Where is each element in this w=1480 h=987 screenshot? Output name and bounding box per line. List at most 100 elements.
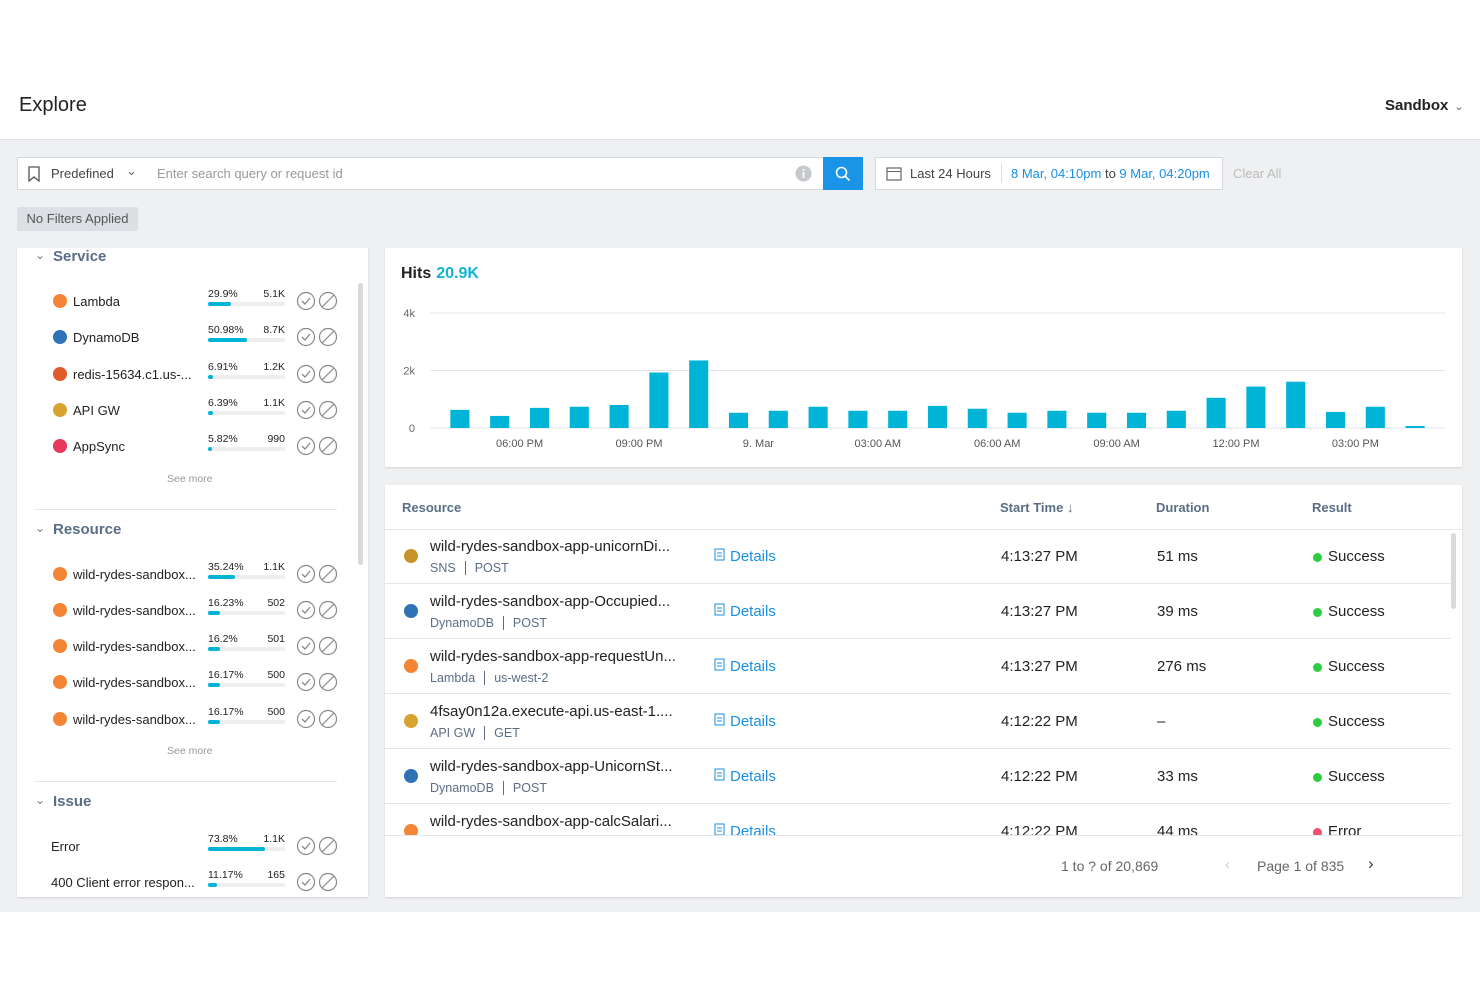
meta-item: DynamoDB xyxy=(430,616,494,630)
start-time: 4:12:22 PM xyxy=(1001,823,1078,836)
include-exclude[interactable] xyxy=(296,291,340,311)
column-header[interactable]: Duration xyxy=(1156,500,1210,515)
predefined-select[interactable]: Predefined ⌄ xyxy=(17,157,150,190)
hits-chart: Hits 20.9K 0 2k 4k 06:00 PM 09:00 PM 9. Mar 03:… xyxy=(401,265,1445,450)
start-time: 4:13:27 PM xyxy=(1001,658,1078,675)
facet-item-name[interactable]: DynamoDB xyxy=(73,330,140,346)
actions xyxy=(296,291,340,316)
resource-icon xyxy=(404,769,418,783)
search-button[interactable] xyxy=(823,157,863,190)
facet-count: 500 xyxy=(267,669,285,682)
facet-title[interactable]: Resource xyxy=(53,520,122,538)
column-header[interactable]: Result xyxy=(1312,500,1352,515)
facet-item-name[interactable]: 400 Client error respon... xyxy=(51,875,195,891)
include-exclude[interactable] xyxy=(296,364,340,384)
percent-track xyxy=(208,719,285,724)
details-link[interactable]: Details xyxy=(714,603,776,620)
facet-count: 165 xyxy=(267,869,285,882)
include-exclude[interactable] xyxy=(296,564,340,584)
table-row[interactable]: wild-rydes-sandbox-app-requestUn... Lambd… xyxy=(385,639,1451,694)
include-exclude[interactable] xyxy=(296,709,340,729)
facet-item-name[interactable]: redis-15634.c1.us-... xyxy=(73,366,192,382)
table-row[interactable]: wild-rydes-sandbox-app-Occupied... Dynamo… xyxy=(385,584,1451,639)
range-to: 9 Mar, 04:20pm xyxy=(1119,166,1210,181)
include-exclude[interactable] xyxy=(296,327,340,347)
info-icon[interactable] xyxy=(795,165,812,182)
chevron: ⌄ xyxy=(35,793,46,807)
date-range[interactable]: Last 24 Hours 8 Mar, 04:10pm to 9 Mar, 0… xyxy=(875,157,1223,190)
include-exclude[interactable] xyxy=(296,872,340,892)
facet-item-name[interactable]: Error xyxy=(51,839,80,854)
facet-count: 502 xyxy=(267,596,285,609)
facet-item-name[interactable]: wild-rydes-sandbox... xyxy=(73,675,196,691)
details-link[interactable]: Details xyxy=(714,768,776,785)
x-tick-label: 06:00 PM xyxy=(496,438,543,450)
doc-icon xyxy=(714,658,725,671)
duration: 39 ms xyxy=(1157,603,1198,620)
include-exclude[interactable] xyxy=(296,400,340,420)
bar xyxy=(1206,397,1226,428)
table-row[interactable]: 4fsay0n12a.execute-api.us-east-1.... API … xyxy=(385,694,1451,749)
chevron: ⌄ xyxy=(35,520,46,535)
column-header[interactable]: Resource xyxy=(402,500,462,515)
facet-percent: 6.39% xyxy=(208,396,238,409)
x-tick-label: 09:00 PM xyxy=(615,438,662,450)
percent-bar xyxy=(208,302,232,306)
bar xyxy=(1246,386,1266,428)
resource-name: wild-rydes-sandbox-app-calcSalari... xyxy=(430,813,672,830)
include-exclude[interactable] xyxy=(296,836,340,856)
column-header[interactable]: Start Time ↓ xyxy=(1000,500,1074,515)
facet-item-name[interactable]: wild-rydes-sandbox... xyxy=(73,602,196,618)
details-link[interactable]: Details xyxy=(714,823,776,835)
clear-all[interactable]: Clear All xyxy=(1233,166,1282,181)
facet-item-name[interactable]: wild-rydes-sandbox... xyxy=(73,711,196,727)
search-input[interactable]: Enter search query or request id xyxy=(149,157,824,190)
facet-item-name[interactable]: AppSync xyxy=(73,439,126,455)
workspace-select[interactable]: Sandbox ⌄ xyxy=(1385,97,1464,114)
actions xyxy=(296,836,340,861)
prev-page[interactable]: ‹ xyxy=(1225,856,1230,872)
next-page[interactable]: › xyxy=(1368,854,1374,873)
facet-item-name[interactable]: wild-rydes-sandbox... xyxy=(73,639,196,655)
resource-icon xyxy=(404,824,418,835)
table-row[interactable]: wild-rydes-sandbox-app-calcSalari...Lamb… xyxy=(385,804,1451,836)
facet-percent: 50.98% xyxy=(208,324,244,337)
table-row[interactable]: wild-rydes-sandbox-app-UnicornSt... Dynam… xyxy=(385,749,1451,804)
facet-item-name[interactable]: Lambda xyxy=(73,294,120,309)
details-link[interactable]: Details xyxy=(714,713,776,730)
chart-title: Hits xyxy=(401,265,431,282)
table-row[interactable]: wild-rydes-sandbox-app-unicornDi... SNS PO… xyxy=(385,529,1451,584)
bar xyxy=(808,406,828,428)
meta-item: DynamoDB xyxy=(430,781,494,795)
see-more[interactable]: See more xyxy=(167,472,213,485)
table-header: Resource Start Time ↓ Duration Result xyxy=(385,485,1462,530)
meta-item: POST xyxy=(464,561,509,575)
bar xyxy=(1405,425,1425,428)
service-icon xyxy=(53,602,67,617)
include-exclude[interactable] xyxy=(296,600,340,620)
filters-chip: No Filters Applied xyxy=(17,207,138,231)
details-label: Details xyxy=(730,603,776,620)
details-link[interactable]: Details xyxy=(714,548,776,565)
bar xyxy=(569,406,589,428)
meta-item: POST xyxy=(502,616,547,630)
include-exclude[interactable] xyxy=(296,672,340,692)
facet-title[interactable]: Service xyxy=(53,248,107,265)
include-exclude[interactable] xyxy=(296,636,340,656)
include-exclude[interactable] xyxy=(296,436,340,456)
chevron: ⌄ xyxy=(126,163,137,178)
bar xyxy=(609,405,629,428)
facet-title[interactable]: Issue xyxy=(53,793,92,810)
facet-item-name[interactable]: wild-rydes-sandbox... xyxy=(73,566,196,582)
result-dot xyxy=(1313,608,1322,617)
details-link[interactable]: Details xyxy=(714,658,776,675)
facet-item-name[interactable]: API GW xyxy=(73,402,120,418)
doc-icon xyxy=(714,823,725,835)
facet-percent: 29.9% xyxy=(208,288,238,300)
see-more[interactable]: See more xyxy=(167,745,213,757)
percent-bar xyxy=(208,883,217,888)
x-tick-label: 06:00 AM xyxy=(974,438,1020,450)
result: Success xyxy=(1328,658,1385,675)
